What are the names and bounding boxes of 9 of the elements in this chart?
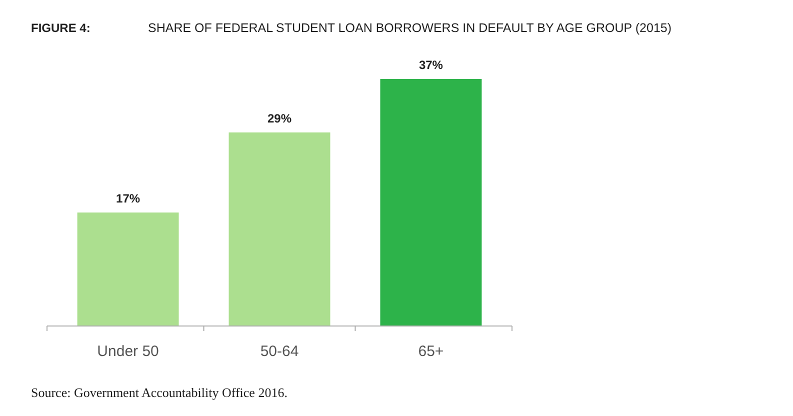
data-label: 17% (116, 192, 140, 206)
data-label: 29% (267, 111, 292, 126)
source-note: Source: Government Accountability Office 2016. (31, 385, 288, 400)
chart-title: FIGURE 4: (31, 21, 90, 35)
chart-subtitle: SHARE OF FEDERAL STUDENT LOAN BORROWERS IN DEFAULT BY AGE GROUP (2015) (148, 21, 672, 35)
data-label: 37% (418, 58, 444, 72)
x-tick-label: Under 50 (97, 343, 159, 360)
x-tick-label: 50-64 (260, 343, 299, 360)
x-tick-label: 65+ (418, 343, 444, 360)
